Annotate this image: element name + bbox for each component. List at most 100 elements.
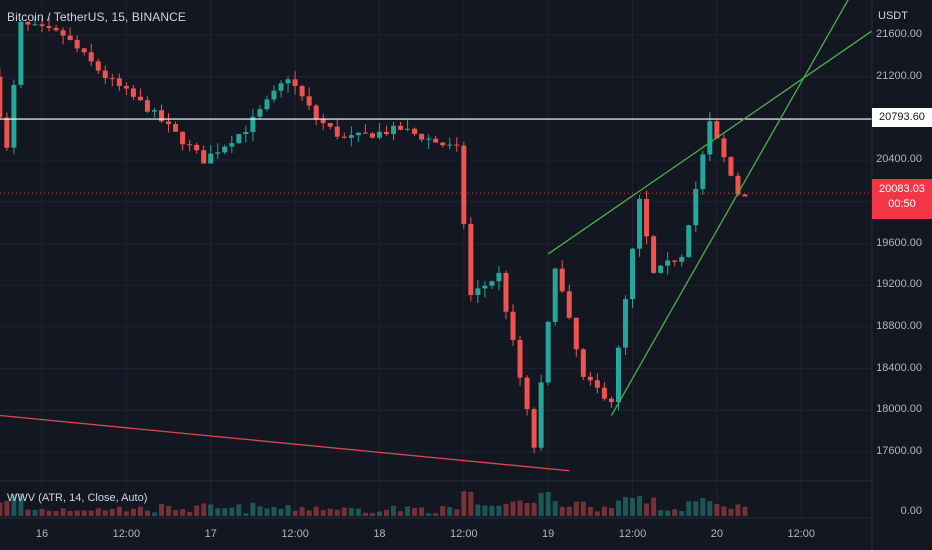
volume-bar: [74, 510, 80, 516]
volume-bar: [362, 512, 368, 516]
volume-bar: [440, 505, 446, 516]
volume-bar: [81, 510, 87, 516]
volume-bar: [742, 506, 748, 516]
candle-body: [46, 26, 52, 28]
volume-bar: [341, 507, 347, 516]
green-trendline: [610, 0, 849, 416]
volume-bar: [180, 509, 186, 516]
volume-bar: [615, 500, 621, 516]
volume-bar: [187, 511, 193, 516]
candle-body: [11, 84, 17, 148]
candle-body: [489, 281, 495, 286]
candle-body: [60, 30, 66, 36]
candle-body: [285, 79, 291, 84]
candle-body: [419, 133, 425, 140]
candle-body: [433, 138, 439, 143]
volume-bar: [320, 510, 326, 516]
candle-body: [109, 78, 115, 80]
volume-bar: [151, 512, 157, 516]
candle-body: [622, 299, 628, 348]
time-tick-label: 17: [204, 528, 217, 540]
candle-body: [559, 268, 565, 292]
volume-bar: [461, 491, 467, 516]
price-tick-label: 19200.00: [876, 278, 922, 291]
volume-bar: [489, 505, 495, 516]
candle-body: [194, 144, 200, 151]
volume-bar: [524, 502, 530, 516]
candle-body: [524, 377, 530, 410]
candle-body: [651, 236, 657, 273]
volume-bar: [679, 511, 685, 516]
candle-body: [264, 99, 270, 110]
candle-body: [601, 387, 607, 399]
price-tick-label: 18400.00: [876, 361, 922, 374]
candle-body: [376, 131, 382, 138]
volume-bar: [503, 503, 509, 516]
resistance-price-tag[interactable]: 20793.60: [872, 108, 932, 127]
candle-body: [721, 138, 727, 158]
candle-body: [25, 21, 31, 25]
volume-bar: [672, 509, 678, 516]
volume-bar: [496, 505, 502, 516]
volume-bar: [419, 507, 425, 516]
volume-bar: [433, 513, 439, 516]
candle-body: [644, 198, 650, 237]
candle-body: [137, 96, 143, 101]
candle-body: [707, 121, 713, 155]
volume-bar: [116, 506, 122, 516]
candle-body: [482, 285, 488, 289]
volume-bar: [11, 493, 17, 516]
candle-body: [672, 260, 678, 262]
currency-label: USDT: [878, 10, 908, 22]
volume-bar: [285, 505, 291, 516]
volume-bar: [194, 505, 200, 516]
candle-body: [735, 175, 741, 195]
candle-body: [123, 85, 129, 89]
bar-countdown: 00:50: [888, 198, 916, 210]
time-tick-label: 12:00: [112, 528, 141, 540]
candle-body: [412, 128, 418, 134]
candle-body: [468, 223, 474, 296]
volume-bar: [327, 508, 333, 516]
indicator-title[interactable]: WWV (ATR, 14, Close, Auto): [7, 492, 148, 504]
volume-bar: [538, 492, 544, 516]
volume-bar: [601, 506, 607, 516]
volume-bar: [376, 511, 382, 516]
volume-bar: [208, 504, 214, 516]
candle-body: [4, 117, 10, 148]
candle-body: [503, 272, 509, 312]
candle-body: [594, 380, 600, 388]
candle-body: [398, 125, 404, 130]
volume-bar: [622, 497, 628, 516]
candle-body: [271, 90, 277, 100]
volume-bar: [559, 506, 565, 516]
candle-body: [53, 27, 59, 31]
candle-body: [229, 143, 235, 147]
candle-body: [257, 109, 263, 117]
volume-bar: [123, 511, 129, 516]
volume-bar: [257, 506, 263, 516]
candle-body: [608, 398, 614, 403]
volume-bar: [88, 510, 94, 516]
volume-bar: [109, 508, 115, 516]
volume-bar: [405, 506, 411, 516]
green-trendline: [547, 30, 873, 255]
candle-body: [173, 124, 179, 132]
candle-body: [461, 145, 467, 224]
candle-body: [144, 100, 150, 112]
volume-bar: [25, 509, 31, 516]
candle-body: [348, 135, 354, 138]
volume-bar: [714, 504, 720, 516]
candle-body: [334, 126, 340, 137]
candle-body: [306, 96, 312, 106]
candle-body: [728, 157, 734, 176]
candle-body: [88, 52, 94, 62]
candle-body: [454, 144, 460, 146]
candle-body: [475, 288, 481, 296]
time-tick-label: 19: [542, 528, 555, 540]
candle-body: [369, 133, 375, 138]
volume-bar: [637, 495, 643, 516]
candle-body: [95, 61, 101, 71]
symbol-title[interactable]: Bitcoin / TetherUS, 15, BINANCE: [7, 10, 186, 24]
